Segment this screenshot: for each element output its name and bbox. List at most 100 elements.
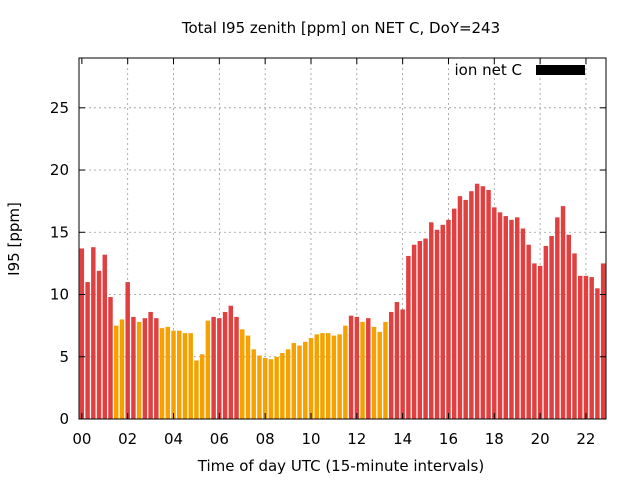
bar: [285, 349, 291, 419]
bar: [463, 199, 468, 419]
x-tick-label: 16: [439, 430, 458, 448]
bar: [549, 236, 554, 419]
bar: [400, 309, 405, 419]
bar: [520, 228, 526, 419]
bar: [91, 247, 96, 419]
bar: [291, 343, 297, 419]
bar: [377, 331, 382, 419]
bar: [222, 311, 228, 419]
x-axis-label: Time of day UTC (15-minute intervals): [197, 457, 484, 475]
bar: [566, 234, 571, 419]
bar: [268, 359, 274, 419]
bar: [199, 354, 205, 419]
bar: [320, 333, 325, 419]
bar: [429, 222, 434, 419]
bar: [440, 224, 445, 419]
y-axis-label: I95 [ppm]: [5, 202, 23, 276]
bar: [497, 212, 503, 419]
bar: [308, 338, 314, 419]
bar: [514, 217, 520, 419]
x-tick-label: 14: [393, 430, 412, 448]
bar: [577, 275, 583, 419]
legend-swatch: [536, 65, 585, 75]
bar: [182, 333, 188, 419]
bar: [154, 318, 159, 419]
x-tick-label: 08: [256, 430, 275, 448]
bar: [274, 356, 279, 419]
x-tick-label: 22: [576, 430, 595, 448]
bar: [343, 325, 348, 419]
plot-frame: [78, 57, 607, 420]
bar: [211, 316, 216, 419]
bar: [251, 349, 256, 419]
bar: [388, 311, 394, 419]
bar: [406, 255, 411, 419]
bar: [451, 208, 457, 419]
bar: [171, 330, 176, 419]
bar: [194, 360, 199, 419]
x-tick-label: 12: [347, 430, 366, 448]
bar: [555, 217, 560, 419]
y-tick-label: 15: [50, 223, 69, 241]
bar: [240, 329, 245, 419]
bar: [526, 244, 531, 419]
bar: [360, 321, 365, 419]
bar: [480, 186, 486, 419]
bar: [142, 318, 148, 419]
x-tick-label: 20: [531, 430, 550, 448]
bar: [583, 275, 589, 419]
x-tick-label: 18: [485, 430, 504, 448]
bar: [572, 253, 577, 419]
bar: [474, 183, 480, 419]
chart-title: Total I95 zenith [ppm] on NET C, DoY=243: [181, 19, 500, 37]
legend: ion net C: [455, 61, 585, 79]
x-tick-label: 00: [72, 430, 91, 448]
bar: [262, 358, 268, 419]
bar: [217, 318, 222, 419]
y-tick-label: 10: [50, 286, 69, 304]
bar: [532, 263, 537, 419]
bar: [486, 189, 491, 419]
bar: [434, 229, 440, 419]
legend-label: ion net C: [455, 61, 522, 79]
bar: [297, 345, 302, 419]
bar: [280, 353, 285, 419]
bar: [136, 321, 142, 419]
bar: [79, 248, 85, 419]
bar: [589, 277, 594, 419]
y-axis: 0 5 10 15 20 25: [50, 99, 606, 428]
bar: [469, 191, 474, 419]
bar: [492, 207, 497, 419]
bar: [543, 245, 549, 419]
bar: [314, 334, 319, 419]
bar: [337, 334, 342, 419]
bar: [102, 254, 108, 419]
bar: [537, 265, 543, 419]
bar: [383, 321, 388, 419]
bars: [79, 183, 606, 419]
y-tick-label: 25: [50, 99, 69, 117]
bar: [177, 330, 182, 419]
bar: [417, 240, 423, 419]
bar: [148, 311, 153, 419]
bar: [503, 216, 508, 419]
bar: [595, 288, 600, 419]
y-tick-label: 0: [59, 410, 69, 428]
bar: [325, 333, 331, 419]
bar: [165, 326, 171, 419]
bar: [85, 282, 90, 419]
bar: [366, 318, 371, 419]
x-tick-label: 04: [164, 430, 183, 448]
y-tick-label: 20: [50, 161, 69, 179]
bar: [205, 320, 211, 419]
bar: [560, 206, 566, 419]
bar: [96, 270, 102, 419]
bar: [371, 326, 377, 419]
bar: [119, 319, 125, 419]
bar: [600, 263, 606, 419]
bar: [303, 341, 308, 419]
x-axis: 00 02 04 06 08 10 12 14 16 18 20 22: [72, 58, 595, 448]
bar: [114, 325, 119, 419]
bar: [228, 305, 234, 419]
